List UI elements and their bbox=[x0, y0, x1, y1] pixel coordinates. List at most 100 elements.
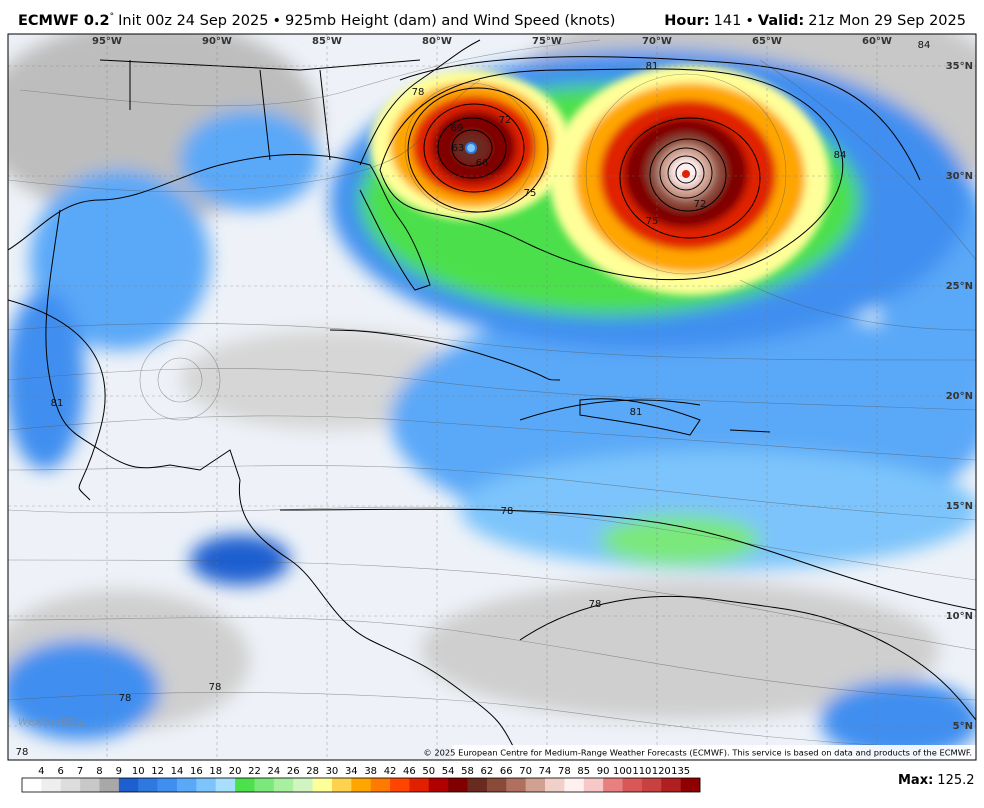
separator: • bbox=[272, 13, 281, 29]
colorbar-label: 62 bbox=[481, 766, 494, 777]
contour-label: 81 bbox=[51, 398, 64, 409]
map-frame bbox=[7, 33, 977, 761]
colorbar-swatch bbox=[390, 778, 410, 792]
hour: 141 bbox=[714, 13, 742, 29]
colorbar-label: 4 bbox=[38, 766, 44, 777]
colorbar-label: 28 bbox=[306, 766, 319, 777]
colorbar-swatch bbox=[564, 778, 585, 792]
colorbar-swatch bbox=[603, 778, 623, 792]
contour-label: 66 bbox=[476, 158, 489, 169]
colorbar-label: 24 bbox=[267, 766, 280, 777]
colorbar: 4 6 7 8 9 10 12 14 16 18 20 22 24 26 28 30 34 38 42 46 50 54 5… bbox=[21, 766, 701, 793]
colorbar-swatch bbox=[176, 778, 197, 792]
colorbar-swatch bbox=[138, 778, 158, 792]
colorbar-label: 74 bbox=[539, 766, 552, 777]
colorbar-label: 16 bbox=[190, 766, 203, 777]
init: Init 00z 24 Sep 2025 bbox=[118, 13, 268, 29]
colorbar-label: 50 bbox=[422, 766, 435, 777]
colorbar-label: 78 bbox=[558, 766, 571, 777]
description: 925mb Height (dam) and Wind Speed (knots… bbox=[285, 13, 615, 29]
colorbar-swatch bbox=[545, 778, 565, 792]
valid-info: Hour: 141 • Valid: 21z Mon 29 Sep 2025 bbox=[664, 13, 966, 29]
separator: • bbox=[745, 13, 754, 29]
colorbar-label: 20 bbox=[229, 766, 242, 777]
colorbar-swatch bbox=[661, 778, 681, 792]
contour-labels: 78 81 84 84 72 69 66 63 75 75 72 81 81 78 78 78 78 78 bbox=[16, 40, 931, 758]
colorbar-label: 26 bbox=[287, 766, 300, 777]
colorbar-label: 90 bbox=[597, 766, 610, 777]
contour-label: 84 bbox=[834, 150, 847, 161]
colorbar-swatch bbox=[273, 778, 294, 792]
colorbar-label: 18 bbox=[209, 766, 222, 777]
colorbar-label: 8 bbox=[96, 766, 102, 777]
contour-label: 81 bbox=[646, 61, 659, 72]
longitude-labels: 95°W 90°W 85°W 80°W 75°W 70°W 65°W 60°W bbox=[92, 34, 892, 760]
contour-label: 69 bbox=[451, 123, 464, 134]
colorbar-label: 6 bbox=[58, 766, 64, 777]
colorbar-swatch bbox=[80, 778, 100, 792]
contour-label: 75 bbox=[524, 188, 537, 199]
contour-label: 78 bbox=[412, 87, 425, 98]
colorbar-swatch bbox=[293, 778, 313, 792]
contour-label: 81 bbox=[630, 407, 643, 418]
max-label: Max: bbox=[898, 773, 933, 788]
hour-label: Hour: bbox=[664, 13, 709, 29]
colorbar-label: 22 bbox=[248, 766, 261, 777]
latitude-label: 35°N bbox=[946, 61, 973, 72]
max: Max: 125.2 bbox=[898, 773, 975, 788]
contour-label: 72 bbox=[694, 199, 707, 210]
colorbar-label: 58 bbox=[461, 766, 474, 777]
colorbar-label: 85 bbox=[577, 766, 590, 777]
colorbar-label: 54 bbox=[442, 766, 455, 777]
colorbar-swatch bbox=[370, 778, 391, 792]
colorbar-label: 10 bbox=[132, 766, 145, 777]
max-value: 125.2 bbox=[937, 773, 974, 788]
model: ECMWF 0.2 bbox=[18, 13, 110, 29]
colorbar-swatch bbox=[467, 778, 488, 792]
coastlines bbox=[8, 39, 976, 760]
watermark: WeatherBELL bbox=[18, 717, 85, 728]
header: ECMWF 0.2° Init 00z 24 Sep 2025 • 925mb Hei… bbox=[18, 12, 615, 30]
colorbar-label: 70 bbox=[519, 766, 532, 777]
latitude-label: 20°N bbox=[946, 391, 973, 402]
copyright: © 2025 European Centre for Medium-Range … bbox=[423, 748, 972, 758]
colorbar-label: 34 bbox=[345, 766, 358, 777]
colorbar-label: 12 bbox=[151, 766, 164, 777]
colorbar-label: 110 bbox=[632, 766, 651, 777]
colorbar-swatch bbox=[157, 778, 178, 792]
colorbar-swatch bbox=[409, 778, 430, 792]
latitude-label: 25°N bbox=[946, 281, 973, 292]
contour-label: 78 bbox=[209, 682, 222, 693]
colorbar-swatch bbox=[196, 778, 217, 792]
valid-label: Valid: bbox=[758, 13, 804, 29]
colorbar-swatch bbox=[583, 778, 604, 792]
eye bbox=[682, 170, 690, 178]
contour-label: 78 bbox=[501, 506, 514, 517]
colorbar-label: 42 bbox=[384, 766, 397, 777]
colorbar-label: 7 bbox=[77, 766, 83, 777]
contour-label: 78 bbox=[589, 599, 602, 610]
colorbar-label: 100 bbox=[613, 766, 632, 777]
model-degree: ° bbox=[110, 12, 115, 22]
colorbar-swatch bbox=[428, 778, 449, 792]
colorbar-label: 38 bbox=[364, 766, 377, 777]
colorbar-swatch bbox=[312, 778, 333, 792]
colorbar-frame bbox=[21, 777, 701, 793]
contour-label: 78 bbox=[16, 747, 29, 758]
contour-label: 72 bbox=[499, 115, 512, 126]
colorbar-swatch bbox=[215, 778, 236, 792]
contour-label: 78 bbox=[119, 693, 132, 704]
height-contours bbox=[8, 56, 976, 611]
colorbar-swatch bbox=[99, 778, 120, 792]
contour-label: 75 bbox=[646, 216, 659, 227]
latitude-labels: 35°N 30°N 25°N 20°N 15°N 10°N 5°N bbox=[8, 61, 976, 732]
colorbar-swatch bbox=[506, 778, 526, 792]
contour-label: 84 bbox=[918, 40, 931, 51]
colorbar-swatch bbox=[680, 778, 701, 792]
copyright-background bbox=[452, 745, 976, 760]
latitude-label: 30°N bbox=[946, 171, 973, 182]
colorbar-label: 66 bbox=[500, 766, 513, 777]
valid: 21z Mon 29 Sep 2025 bbox=[808, 13, 966, 29]
colorbar-swatch bbox=[22, 778, 42, 792]
